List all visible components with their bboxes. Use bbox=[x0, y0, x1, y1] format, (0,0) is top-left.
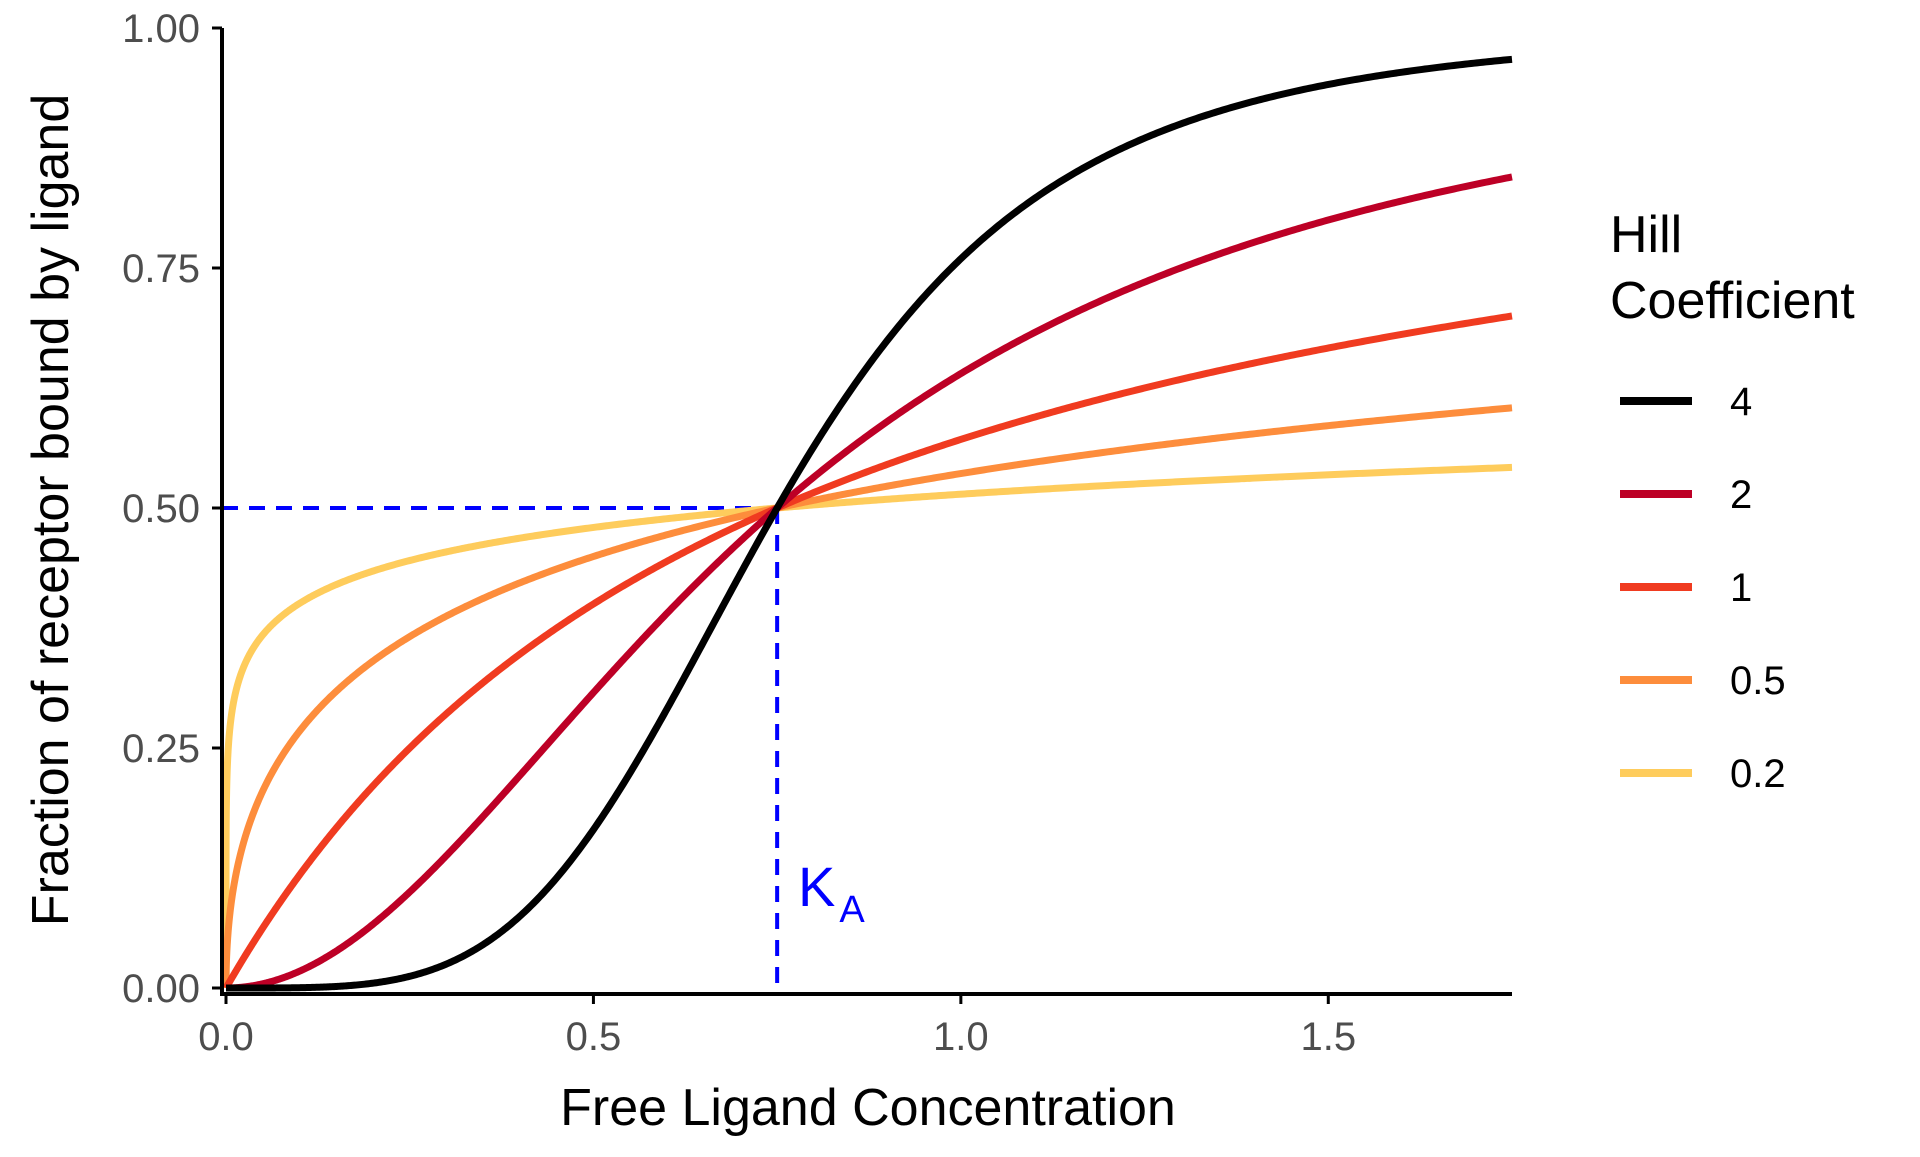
legend-title-line1: Hill bbox=[1610, 206, 1682, 264]
series-line-n-0_2 bbox=[222, 463, 1513, 989]
x-axis-title: Free Ligand Concentration bbox=[560, 1079, 1176, 1137]
legend-label: 4 bbox=[1730, 380, 1752, 424]
series-line-n-0_5 bbox=[222, 404, 1513, 989]
x-tick-label: 1.5 bbox=[1300, 1015, 1356, 1059]
x-tick-label: 1.0 bbox=[933, 1015, 989, 1059]
y-tick-label: 0.25 bbox=[122, 727, 200, 771]
reference-lines bbox=[222, 506, 780, 994]
legend-label: 0.5 bbox=[1730, 659, 1786, 703]
legend-items: 4 2 1 0.5 0.2 bbox=[1620, 380, 1786, 796]
series-line-n-1 bbox=[222, 312, 1513, 992]
legend-label: 0.2 bbox=[1730, 752, 1786, 796]
series-line-n-2 bbox=[222, 173, 1513, 992]
series-line-n-4 bbox=[222, 55, 1513, 992]
series-lines bbox=[222, 55, 1513, 992]
ka-subscript: A bbox=[839, 889, 865, 931]
legend-label: 2 bbox=[1730, 473, 1752, 517]
ticks: 0.0 0.5 1.0 1.5 0.00 0.25 0.50 0.75 1.00 bbox=[122, 7, 1356, 1059]
legend-label: 1 bbox=[1730, 566, 1752, 610]
axes bbox=[220, 28, 1512, 996]
ka-main: K bbox=[798, 855, 835, 918]
x-tick-label: 0.5 bbox=[566, 1015, 622, 1059]
y-tick-label: 0.75 bbox=[122, 247, 200, 291]
legend: Hill Coefficient 4 2 1 0.5 0.2 bbox=[1610, 206, 1855, 796]
y-tick-label: 0.50 bbox=[122, 487, 200, 531]
y-tick-label: 1.00 bbox=[122, 7, 200, 51]
y-tick-label: 0.00 bbox=[122, 967, 200, 1011]
y-axis-title: Fraction of receptor bound by ligand bbox=[22, 94, 80, 927]
x-tick-label: 0.0 bbox=[198, 1015, 254, 1059]
legend-title-line2: Coefficient bbox=[1610, 272, 1855, 330]
